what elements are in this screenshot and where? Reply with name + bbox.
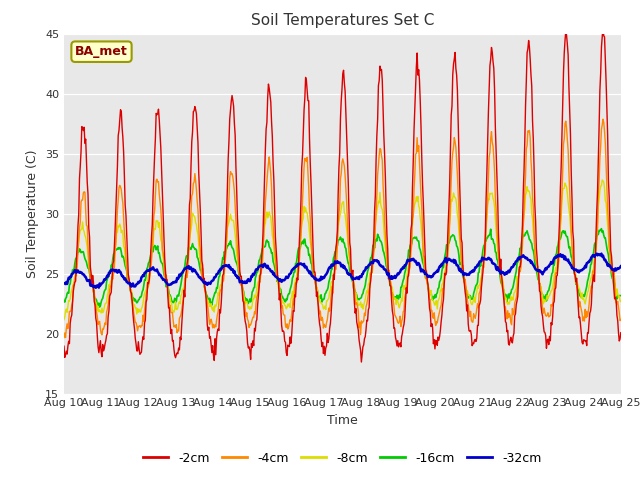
Text: BA_met: BA_met bbox=[75, 45, 128, 58]
Legend: -2cm, -4cm, -8cm, -16cm, -32cm: -2cm, -4cm, -8cm, -16cm, -32cm bbox=[138, 447, 547, 469]
Title: Soil Temperatures Set C: Soil Temperatures Set C bbox=[251, 13, 434, 28]
X-axis label: Time: Time bbox=[327, 414, 358, 427]
Y-axis label: Soil Temperature (C): Soil Temperature (C) bbox=[26, 149, 40, 278]
